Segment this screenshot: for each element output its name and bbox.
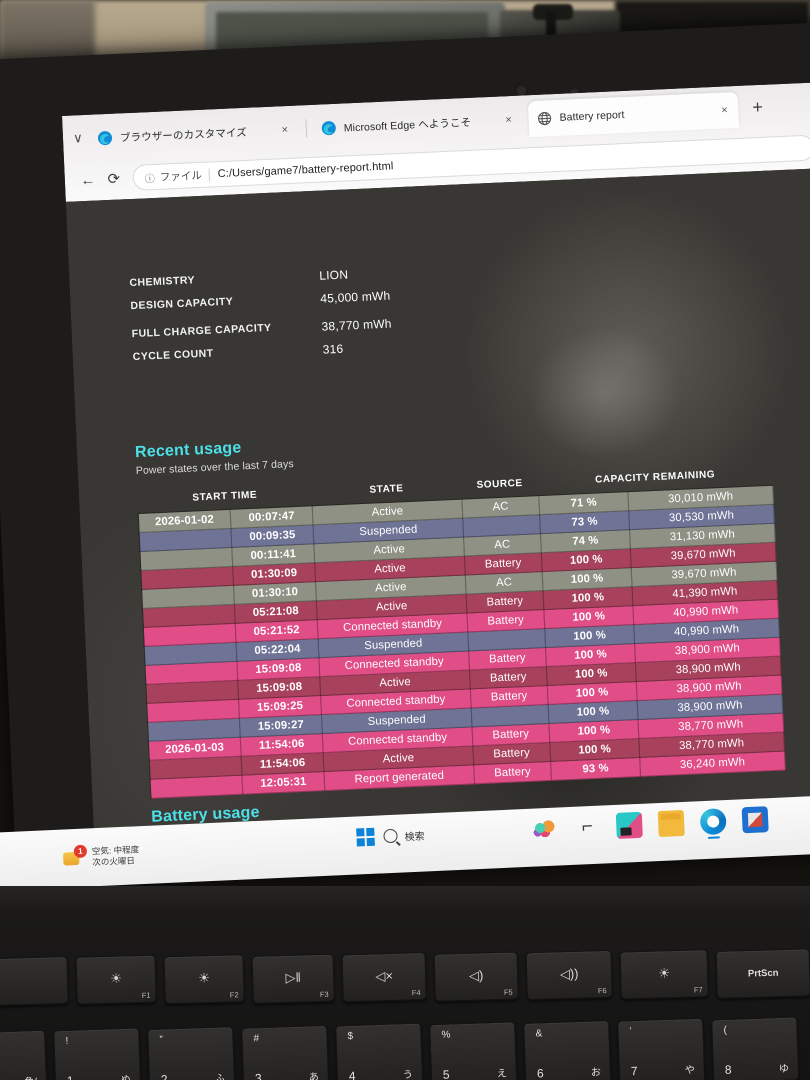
key-f6[interactable]: ◁)) F6 bbox=[525, 950, 613, 1001]
tab-close-icon[interactable]: × bbox=[505, 113, 513, 127]
search-label: 検索 bbox=[404, 830, 425, 843]
key-f2[interactable]: ☀ F2 bbox=[163, 954, 245, 1005]
spec-value: 45,000 mWh bbox=[320, 288, 391, 306]
key-4[interactable]: $4 う bbox=[335, 1022, 424, 1080]
key-kana0[interactable]: 角/ bbox=[0, 1029, 48, 1080]
key-1[interactable]: !1ぬ bbox=[53, 1027, 142, 1080]
key-3[interactable]: #3 あ bbox=[241, 1024, 330, 1080]
spec-value: 38,770 mWh bbox=[321, 316, 392, 334]
tab-label: Microsoft Edge へようこそ bbox=[343, 116, 472, 134]
tab-strip: ∨ ブラウザーのカスタマイズ × Microsoft Edge へようこそ × bbox=[62, 82, 810, 160]
key-5[interactable]: % 5 え bbox=[429, 1021, 518, 1080]
key-7[interactable]: ’ 7 や bbox=[617, 1018, 706, 1080]
key-2[interactable]: ” 2 ふ bbox=[147, 1026, 236, 1080]
key-f3[interactable]: ▷‖ F3 bbox=[251, 953, 335, 1004]
browser-chrome: ∨ ブラウザーのカスタマイズ × Microsoft Edge へようこそ × bbox=[62, 82, 810, 202]
key-8[interactable]: (8 ゆ bbox=[711, 1016, 800, 1080]
spec-label: CYCLE COUNT bbox=[132, 347, 214, 364]
taskbar-pinned-icons: ⌐ bbox=[531, 806, 769, 843]
taskbar-center: 検索 bbox=[356, 826, 425, 847]
battery-report-page: CHEMISTRY LION DESIGN CAPACITY 45,000 mW… bbox=[65, 168, 810, 876]
l-shape-icon[interactable]: ⌐ bbox=[581, 816, 594, 838]
edge-browser-window: ∨ ブラウザーのカスタマイズ × Microsoft Edge へようこそ × bbox=[62, 82, 810, 876]
taskbar-search[interactable]: 検索 bbox=[383, 827, 425, 844]
spec-value: LION bbox=[319, 267, 349, 283]
tab-close-icon[interactable]: × bbox=[720, 104, 728, 117]
camera-sensor-icon bbox=[515, 84, 528, 97]
cell-pct: 93 % bbox=[550, 757, 641, 781]
tab-list-chevron-icon[interactable]: ∨ bbox=[72, 130, 84, 146]
key-esc[interactable]: Esc bbox=[0, 955, 69, 1007]
microsoft-store-icon[interactable] bbox=[741, 806, 769, 834]
key-f1[interactable]: ☀ F1 bbox=[75, 954, 157, 1006]
address-bar-separator bbox=[208, 167, 211, 182]
spec-label: FULL CHARGE CAPACITY bbox=[131, 321, 272, 341]
edge-icon bbox=[97, 130, 114, 147]
file-explorer-icon[interactable] bbox=[657, 809, 685, 838]
key-f5[interactable]: ◁) F5 bbox=[433, 951, 519, 1002]
photos-icon[interactable] bbox=[615, 811, 643, 839]
recent-usage-section-header: Recent usage Power states over the last … bbox=[135, 437, 294, 477]
weather-widget[interactable]: 1 空気: 中程度 次の火曜日 bbox=[62, 844, 140, 869]
edge-icon[interactable] bbox=[699, 808, 727, 839]
widgets-icon[interactable] bbox=[531, 815, 559, 843]
new-tab-button[interactable]: + bbox=[751, 96, 764, 118]
spec-label: CHEMISTRY bbox=[129, 274, 196, 290]
weather-line-2: 次の火曜日 bbox=[92, 855, 136, 868]
tab-label: ブラウザーのカスタマイズ bbox=[119, 126, 248, 144]
battery-specs: CHEMISTRY LION DESIGN CAPACITY 45,000 mW… bbox=[129, 258, 563, 374]
tab-welcome-to-edge[interactable]: Microsoft Edge へようこそ × bbox=[312, 102, 523, 147]
tab-separator bbox=[305, 119, 308, 138]
tab-battery-report[interactable]: Battery report × bbox=[527, 91, 740, 138]
tab-close-icon[interactable]: × bbox=[281, 123, 289, 137]
edge-icon bbox=[320, 120, 337, 137]
file-scheme-label: ファイル bbox=[159, 169, 203, 184]
reload-button-icon[interactable]: ⟳ bbox=[107, 170, 121, 189]
recent-usage-table-body: 2026-01-02 00:07:47 Active AC 71 % 30,010 mWh… bbox=[138, 485, 786, 799]
tab-label: Battery report bbox=[559, 108, 625, 124]
key-f4[interactable]: ◁× F4 bbox=[341, 952, 427, 1003]
weather-icon: 1 bbox=[62, 844, 88, 869]
site-info-icon[interactable]: ⓘ bbox=[144, 173, 156, 185]
globe-icon bbox=[536, 110, 553, 127]
key-6[interactable]: & 6 お bbox=[523, 1019, 612, 1080]
cell-date bbox=[150, 775, 243, 799]
cell-src: Battery bbox=[473, 761, 552, 784]
address-bar-url: C:/Users/game7/battery-report.html bbox=[217, 160, 394, 181]
spec-label: DESIGN CAPACITY bbox=[130, 295, 234, 313]
recent-usage-table: START TIME STATE SOURCE CAPACITY REMAINI… bbox=[137, 467, 786, 799]
spec-value: 316 bbox=[322, 341, 344, 357]
notification-badge: 1 bbox=[73, 844, 88, 859]
search-icon bbox=[383, 828, 398, 844]
cell-time: 12:05:31 bbox=[241, 771, 326, 795]
start-button-icon[interactable] bbox=[356, 827, 375, 847]
tab-browser-customize[interactable]: ブラウザーのカスタマイズ × bbox=[88, 111, 299, 156]
back-button-icon[interactable]: ← bbox=[79, 171, 96, 189]
